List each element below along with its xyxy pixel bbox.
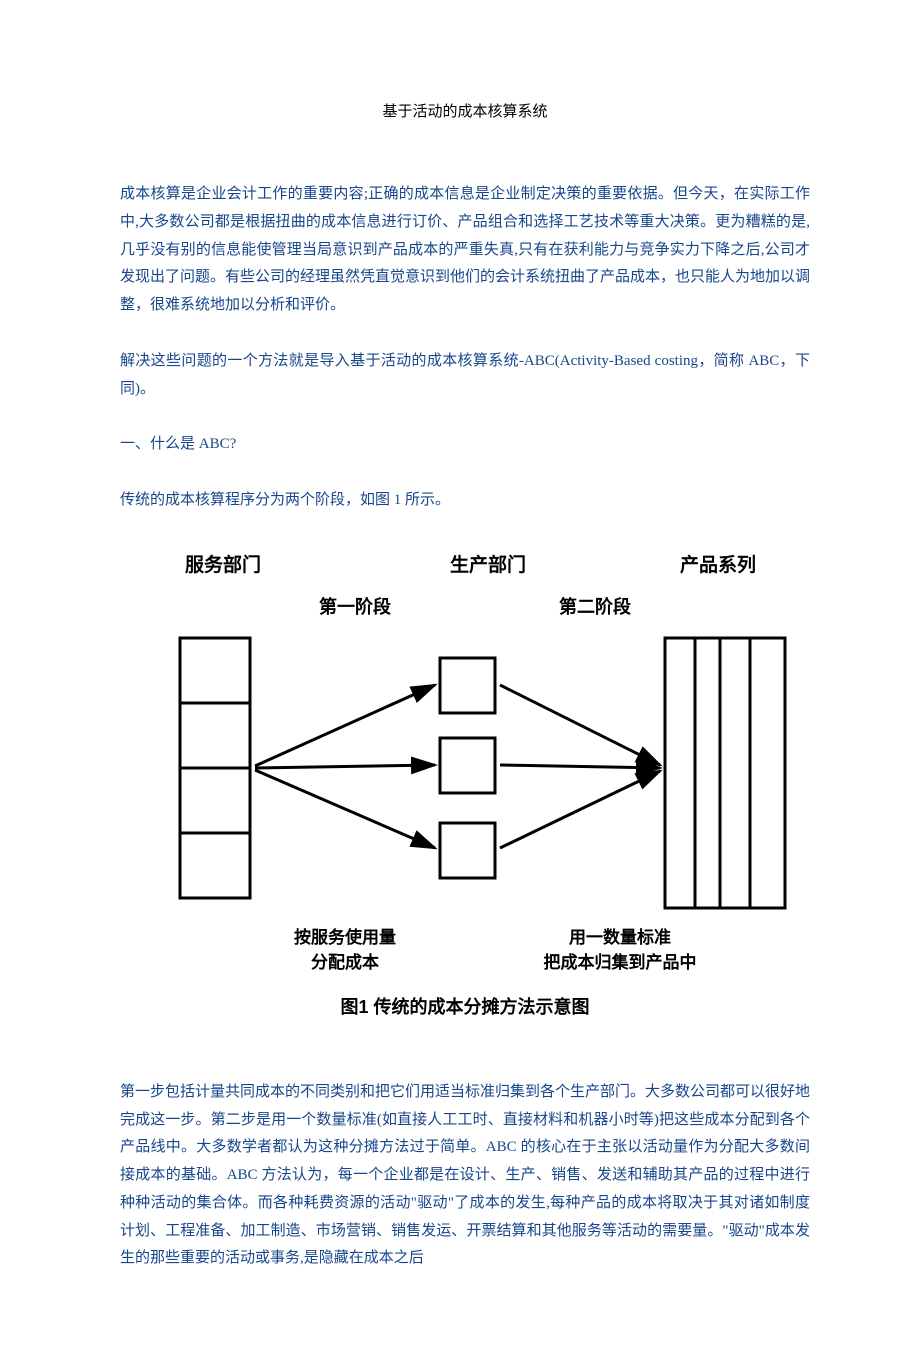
svg-text:按服务使用量: 按服务使用量 (294, 927, 396, 947)
figure-1: 服务部门 生产部门 产品系列第一阶段 第二阶段按服务使用量分配成本 用一数量标准把成本归… (120, 543, 810, 1033)
paragraph-intro-1: 成本核算是企业会计工作的重要内容;正确的成本信息是企业制定决策的重要依据。但今天… (120, 181, 810, 320)
paragraph-4: 第一步包括计量共同成本的不同类别和把它们用适当标准归集到各个生产部门。大多数公司… (120, 1079, 810, 1273)
svg-text:产品系列: 产品系列 (680, 553, 756, 576)
svg-text:服务部门: 服务部门 (185, 553, 261, 576)
document-page: 基于活动的成本核算系统 成本核算是企业会计工作的重要内容;正确的成本信息是企业制… (0, 0, 920, 1361)
svg-text:把成本归集到产品中: 把成本归集到产品中 (544, 952, 697, 972)
paragraph-3: 传统的成本核算程序分为两个阶段，如图 1 所示。 (120, 487, 810, 515)
svg-text:用一数量标准: 用一数量标准 (569, 927, 671, 947)
svg-text:第二阶段: 第二阶段 (559, 596, 632, 617)
svg-text:第一阶段: 第一阶段 (319, 596, 392, 617)
section-heading-1: 一、什么是 ABC? (120, 431, 810, 459)
svg-text:分配成本: 分配成本 (311, 952, 379, 972)
svg-text:生产部门: 生产部门 (450, 553, 526, 576)
flowchart-svg: 服务部门 生产部门 产品系列第一阶段 第二阶段按服务使用量分配成本 用一数量标准把成本归… (120, 543, 810, 1033)
svg-text:图1 传统的成本分摊方法示意图: 图1 传统的成本分摊方法示意图 (340, 996, 589, 1017)
paragraph-intro-2: 解决这些问题的一个方法就是导入基于活动的成本核算系统-ABC(Activity-… (120, 348, 810, 404)
document-title: 基于活动的成本核算系统 (120, 100, 810, 121)
